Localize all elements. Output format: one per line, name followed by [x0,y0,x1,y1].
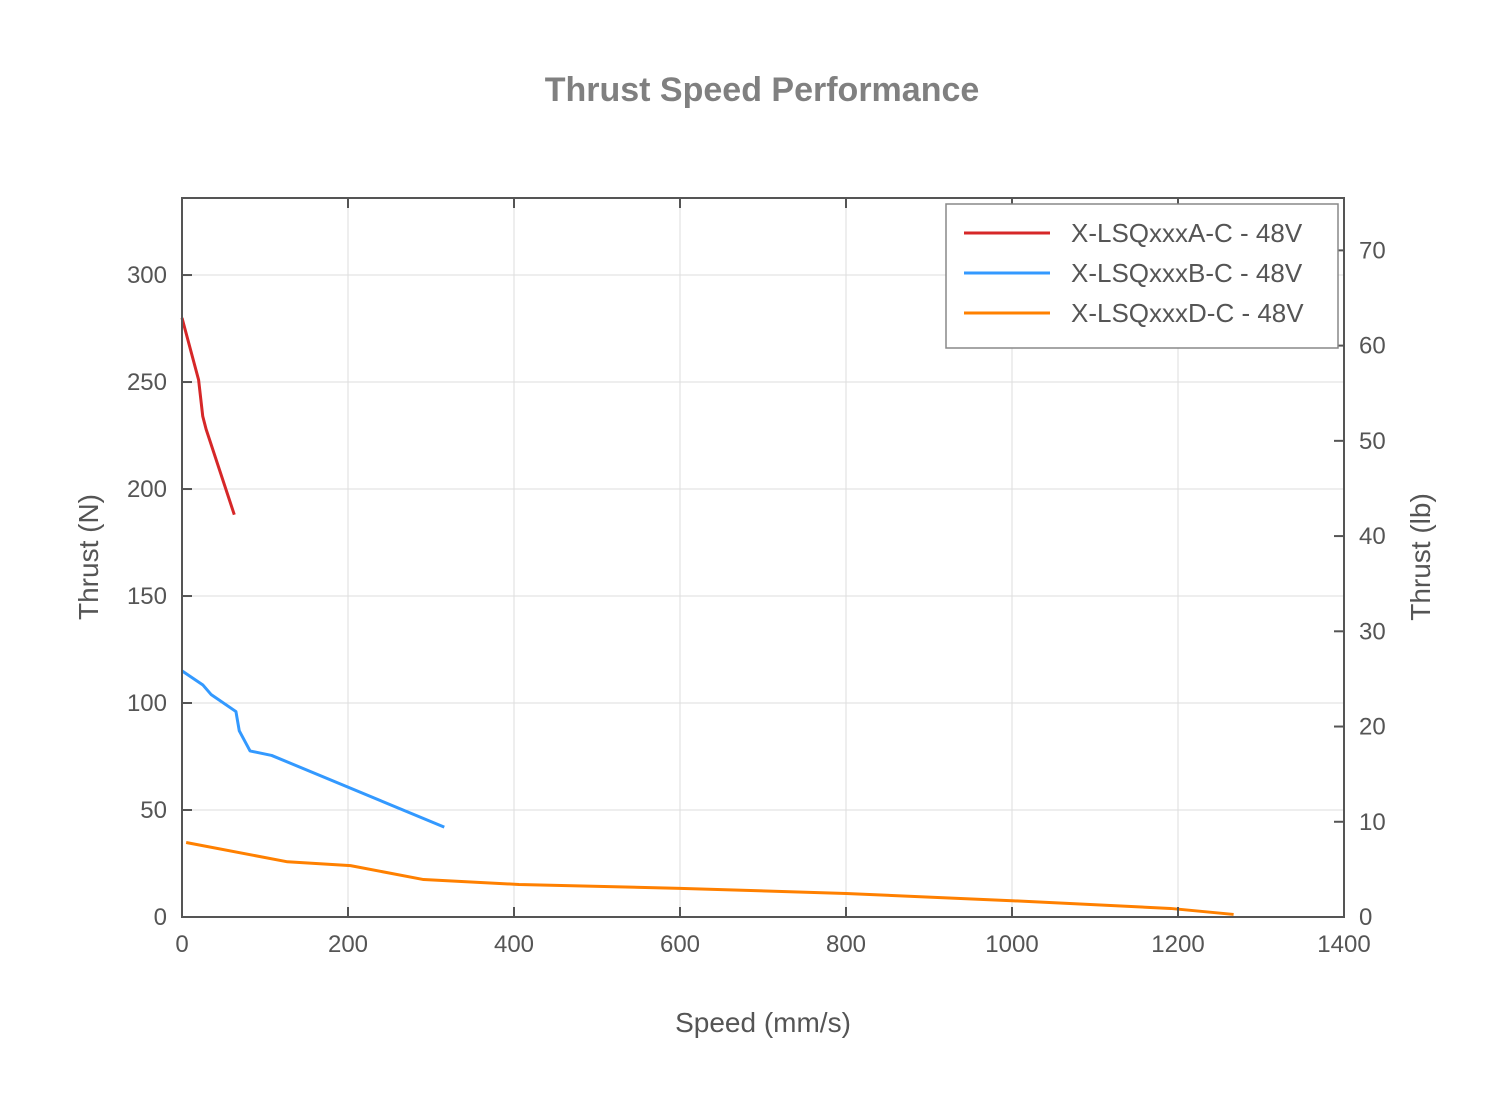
y2-axis-label: Thrust (lb) [1405,493,1436,621]
y2-tick-label: 10 [1359,809,1386,836]
y2-tick-label: 30 [1359,618,1386,645]
legend-label: X-LSQxxxA-C - 48V [1071,218,1303,248]
y-tick-label: 100 [127,690,167,717]
y-tick-label: 150 [127,583,167,610]
chart-title: Thrust Speed Performance [545,71,980,109]
y-tick-label: 250 [127,369,167,396]
y2-tick-label: 50 [1359,428,1386,455]
y-axis-label: Thrust (N) [73,494,104,620]
x-tick-label: 0 [175,931,188,958]
series-line [180,317,236,516]
ticks: 0 200 400 600 800 1000 1200 1400050100150200250… [127,198,1386,958]
legend: X-LSQxxxA-C - 48V X-LSQxxxB-C - 48V X-LSQx… [945,203,1339,349]
y2-tick-label: 60 [1359,333,1386,360]
series-lines [180,317,1234,916]
y-tick-label: 200 [127,476,167,503]
series-line [185,841,1234,916]
y2-tick-label: 40 [1359,523,1386,550]
x-tick-label: 1200 [1151,931,1204,958]
legend-label: X-LSQxxxB-C - 48V [1071,258,1303,288]
x-axis-label: Speed (mm/s) [675,1007,851,1038]
legend-box [945,203,1339,349]
series-line [181,669,445,829]
y2-tick-label: 0 [1359,904,1372,931]
x-tick-label: 600 [660,931,700,958]
y-tick-label: 50 [140,797,167,824]
y-tick-label: 0 [154,904,167,931]
y-tick-label: 300 [127,262,167,289]
legend-label: X-LSQxxxD-C - 48V [1071,298,1304,328]
plot-frame [181,197,1345,918]
x-tick-label: 800 [826,931,866,958]
x-tick-label: 1400 [1317,931,1370,958]
x-tick-label: 1000 [985,931,1038,958]
y2-tick-label: 20 [1359,714,1386,741]
x-tick-label: 200 [328,931,368,958]
y2-tick-label: 70 [1359,237,1386,264]
x-tick-label: 400 [494,931,534,958]
